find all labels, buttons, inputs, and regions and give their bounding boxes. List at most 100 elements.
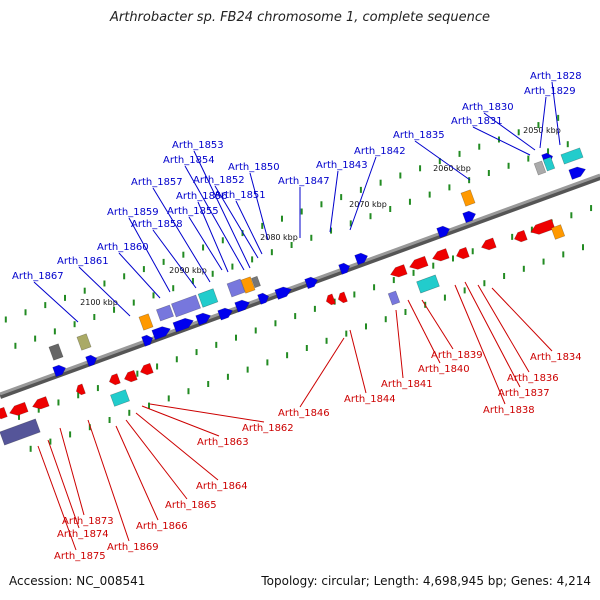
reverse-gene <box>325 293 336 306</box>
forward-leader-line <box>235 200 263 255</box>
reverse-leader-line <box>407 299 441 364</box>
feature-box <box>171 294 201 318</box>
scale-label: 2100 kbp <box>80 298 118 307</box>
feature-box <box>138 313 154 331</box>
reverse-leader-line <box>464 281 521 388</box>
feature-box <box>542 156 556 172</box>
feature-box <box>387 290 401 306</box>
feature-box <box>460 189 476 207</box>
forward-leader-line <box>188 216 223 271</box>
reverse-gene <box>32 396 50 410</box>
forward-gene <box>195 312 212 326</box>
map-title: Arthrobacter sp. FB24 chromosome 1, comp… <box>109 10 491 25</box>
forward-leader-line <box>472 126 531 156</box>
feature-box <box>48 343 64 361</box>
reverse-gene-label: Arth_1841 <box>381 379 433 390</box>
forward-gene-label: Arth_1850 <box>228 162 280 173</box>
forward-leader-line <box>152 229 197 289</box>
feature-box <box>550 224 566 240</box>
reverse-leader-line <box>141 405 220 437</box>
reverse-gene-label: Arth_1874 <box>57 529 109 540</box>
reverse-gene-label: Arth_1873 <box>62 516 114 527</box>
feature-box <box>197 288 219 308</box>
reverse-leader-line <box>47 439 80 529</box>
forward-leader-line <box>128 217 171 293</box>
feature-box <box>76 333 92 351</box>
scale-label: 2060 kbp <box>433 164 471 173</box>
reverse-gene <box>108 373 121 386</box>
reverse-gene-label: Arth_1834 <box>530 352 582 363</box>
forward-gene <box>304 276 319 290</box>
forward-gene <box>234 299 251 313</box>
forward-leader-line <box>78 266 131 317</box>
forward-leader-line <box>329 170 339 233</box>
forward-leader-line <box>152 187 211 283</box>
forward-gene-label: Arth_1859 <box>107 207 159 218</box>
reverse-gene-label: Arth_1866 <box>136 521 188 532</box>
reverse-gene <box>9 401 29 416</box>
forward-gene <box>462 210 477 224</box>
accession-text: Accession: NC_008541 <box>9 574 146 588</box>
feature-box <box>533 160 547 176</box>
forward-gene <box>52 364 67 378</box>
reverse-leader-line <box>477 284 530 373</box>
forward-gene-label: Arth_1867 <box>12 271 64 282</box>
reverse-gene-label: Arth_1862 <box>242 423 294 434</box>
reverse-gene <box>455 246 470 260</box>
forward-leader-line <box>184 165 245 271</box>
reverse-leader-line <box>115 425 159 521</box>
reverse-gene-label: Arth_1844 <box>344 394 396 405</box>
forward-gene-label: Arth_1828 <box>530 71 582 82</box>
reverse-gene-label: Arth_1869 <box>107 542 159 553</box>
forward-gene <box>217 307 234 321</box>
reverse-leader-line <box>349 329 367 394</box>
forward-leader-line <box>483 112 536 151</box>
reverse-gene-label: Arth_1837 <box>498 388 550 399</box>
forward-gene-label: Arth_1860 <box>97 242 149 253</box>
forward-gene-label: Arth_1842 <box>354 146 406 157</box>
forward-gene-label: Arth_1847 <box>278 176 330 187</box>
reverse-gene <box>75 383 86 396</box>
forward-gene-label: Arth_1835 <box>393 130 445 141</box>
forward-gene <box>354 252 369 266</box>
forward-leader-line <box>414 140 471 181</box>
forward-gene-label: Arth_1843 <box>316 160 368 171</box>
scale-label: 2090 kbp <box>169 266 207 275</box>
reverse-gene <box>337 291 348 304</box>
reverse-gene <box>513 229 528 243</box>
forward-gene <box>568 166 586 180</box>
reverse-gene <box>390 264 408 278</box>
forward-leader-line <box>33 281 79 323</box>
forward-gene-label: Arth_1852 <box>193 175 245 186</box>
reverse-leader-line <box>299 337 345 408</box>
feature-box <box>110 389 130 407</box>
forward-leader-line <box>551 81 561 146</box>
forward-gene-label: Arth_1858 <box>131 219 183 230</box>
forward-gene <box>172 317 194 333</box>
forward-gene-label: Arth_1861 <box>57 256 109 267</box>
forward-gene-label: Arth_1854 <box>163 155 215 166</box>
forward-gene-label: Arth_1856 <box>176 191 228 202</box>
forward-gene-label: Arth_1830 <box>462 102 514 113</box>
reverse-gene-label: Arth_1838 <box>483 405 535 416</box>
reverse-leader-line <box>87 419 130 542</box>
backbone-shadow <box>0 174 600 399</box>
reverse-leader-line <box>491 287 553 352</box>
reverse-gene-label: Arth_1839 <box>431 350 483 361</box>
feature-box <box>240 276 256 294</box>
reverse-leader-line <box>37 445 77 551</box>
reverse-gene <box>139 362 154 376</box>
topology-text: Topology: circular; Length: 4,698,945 bp… <box>261 574 591 588</box>
forward-gene-label: Arth_1829 <box>524 86 576 97</box>
reverse-gene <box>432 248 450 262</box>
reverse-gene-label: Arth_1836 <box>507 373 559 384</box>
forward-gene <box>436 225 451 239</box>
reverse-gene-label: Arth_1865 <box>165 500 217 511</box>
forward-leader-line <box>349 156 377 231</box>
feature-box <box>0 418 41 446</box>
forward-gene <box>257 292 270 305</box>
forward-leader-line <box>118 252 161 299</box>
forward-gene <box>85 354 98 367</box>
